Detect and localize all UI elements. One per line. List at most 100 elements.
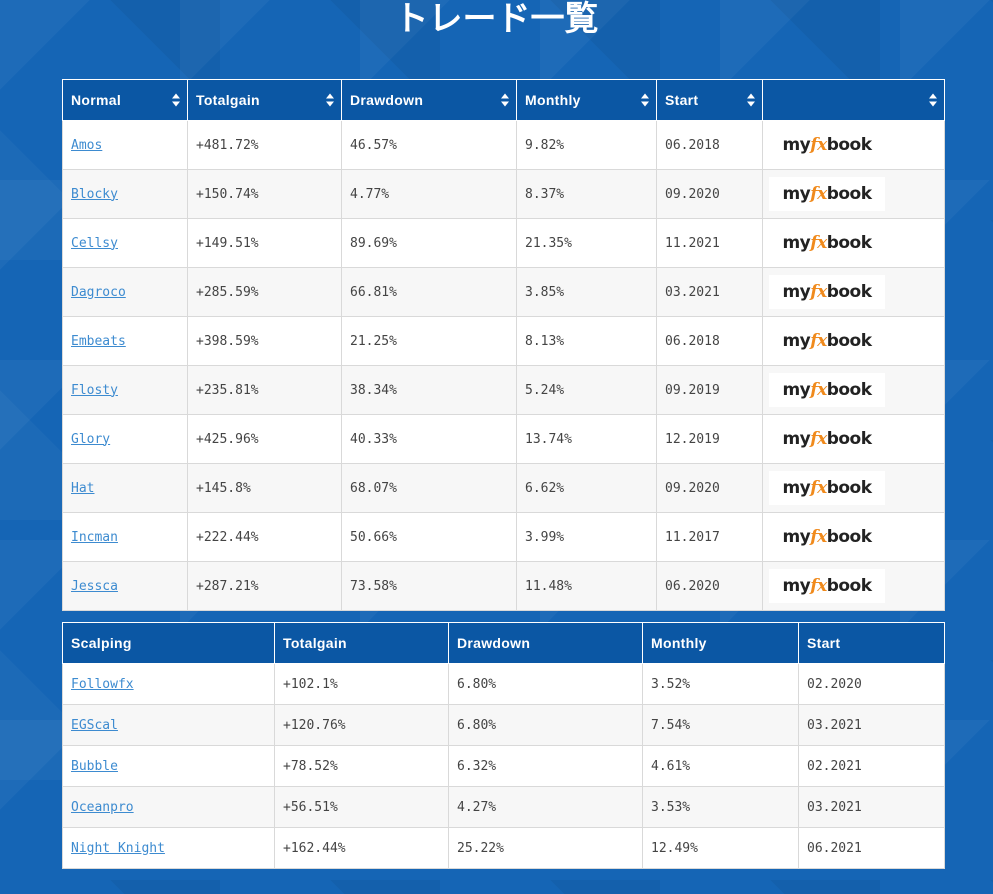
start-cell: 09.2020 — [656, 169, 763, 219]
trader-name-cell: Cellsy — [62, 218, 188, 268]
myfxbook-logo[interactable]: myfxbook — [769, 471, 885, 505]
totalgain-cell: +287.21% — [187, 561, 342, 611]
totalgain-cell: +145.8% — [187, 463, 342, 513]
trader-link[interactable]: Dagroco — [71, 284, 126, 300]
column-header-link[interactable] — [762, 79, 945, 121]
monthly-cell: 11.48% — [516, 561, 657, 611]
column-header-drawdown: Drawdown — [448, 622, 643, 664]
monthly-cell: 6.62% — [516, 463, 657, 513]
drawdown-cell: 50.66% — [341, 512, 517, 562]
start-cell: 06.2018 — [656, 120, 763, 170]
normal-trade-table: Normal Totalgain Drawdown Monthly Start … — [62, 79, 945, 611]
table-row: EGScal +120.76% 6.80% 7.54% 03.2021 — [62, 704, 945, 746]
totalgain-cell: +398.59% — [187, 316, 342, 366]
myfxbook-cell: myfxbook — [762, 414, 945, 464]
trader-link[interactable]: Flosty — [71, 382, 118, 398]
trader-link[interactable]: Glory — [71, 431, 111, 447]
myfxbook-logo[interactable]: myfxbook — [769, 177, 885, 211]
myfxbook-logo[interactable]: myfxbook — [769, 373, 885, 407]
start-cell: 11.2021 — [656, 218, 763, 268]
table-row: Cellsy +149.51% 89.69% 21.35% 11.2021 myfxboo… — [62, 218, 945, 268]
table-row: Flosty +235.81% 38.34% 5.24% 09.2019 myfxbook — [62, 365, 945, 415]
myfxbook-logo[interactable]: myfxbook — [769, 275, 885, 309]
totalgain-cell: +162.44% — [274, 827, 449, 869]
drawdown-cell: 38.34% — [341, 365, 517, 415]
trader-name-cell: Hat — [62, 463, 188, 513]
myfxbook-cell: myfxbook — [762, 316, 945, 366]
monthly-cell: 4.61% — [642, 745, 799, 787]
trader-link[interactable]: Amos — [71, 137, 103, 153]
myfxbook-cell: myfxbook — [762, 218, 945, 268]
column-header-totalgain[interactable]: Totalgain — [187, 79, 342, 121]
drawdown-cell: 66.81% — [341, 267, 517, 317]
monthly-cell: 13.74% — [516, 414, 657, 464]
drawdown-cell: 89.69% — [341, 218, 517, 268]
table-row: Incman +222.44% 50.66% 3.99% 11.2017 myfxbook — [62, 512, 945, 562]
trader-name-cell: Bubble — [62, 745, 275, 787]
trader-name-cell: Jessca — [62, 561, 188, 611]
sort-icon[interactable] — [172, 93, 180, 107]
table-header-row: Scalping Totalgain Drawdown Monthly Star… — [62, 622, 945, 664]
trader-link[interactable]: Incman — [71, 529, 118, 545]
myfxbook-logo[interactable]: myfxbook — [769, 422, 885, 456]
myfxbook-logo[interactable]: myfxbook — [769, 569, 885, 603]
drawdown-cell: 21.25% — [341, 316, 517, 366]
start-cell: 09.2019 — [656, 365, 763, 415]
sort-icon[interactable] — [747, 93, 755, 107]
trader-link[interactable]: Night Knight — [71, 840, 165, 856]
monthly-cell: 3.99% — [516, 512, 657, 562]
table-row: Jessca +287.21% 73.58% 11.48% 06.2020 myfxboo… — [62, 561, 945, 611]
monthly-cell: 5.24% — [516, 365, 657, 415]
scalping-trade-table: Scalping Totalgain Drawdown Monthly Star… — [62, 622, 945, 869]
column-header-normal[interactable]: Normal — [62, 79, 188, 121]
myfxbook-cell: myfxbook — [762, 267, 945, 317]
start-cell: 03.2021 — [798, 704, 945, 746]
start-cell: 11.2017 — [656, 512, 763, 562]
totalgain-cell: +56.51% — [274, 786, 449, 828]
start-cell: 03.2021 — [656, 267, 763, 317]
trader-link[interactable]: Embeats — [71, 333, 126, 349]
start-cell: 06.2020 — [656, 561, 763, 611]
myfxbook-cell: myfxbook — [762, 365, 945, 415]
sort-icon[interactable] — [929, 93, 937, 107]
myfxbook-logo[interactable]: myfxbook — [769, 520, 885, 554]
myfxbook-logo[interactable]: myfxbook — [769, 226, 885, 260]
table-row: Amos +481.72% 46.57% 9.82% 06.2018 myfxbook — [62, 120, 945, 170]
trader-link[interactable]: Oceanpro — [71, 799, 134, 815]
table-row: Embeats +398.59% 21.25% 8.13% 06.2018 myfxboo… — [62, 316, 945, 366]
table-row: Followfx +102.1% 6.80% 3.52% 02.2020 — [62, 663, 945, 705]
sort-icon[interactable] — [501, 93, 509, 107]
trader-link[interactable]: Hat — [71, 480, 95, 496]
myfxbook-cell: myfxbook — [762, 512, 945, 562]
trader-name-cell: Blocky — [62, 169, 188, 219]
column-header-start: Start — [798, 622, 945, 664]
totalgain-cell: +222.44% — [187, 512, 342, 562]
drawdown-cell: 46.57% — [341, 120, 517, 170]
column-header-drawdown[interactable]: Drawdown — [341, 79, 517, 121]
trader-link[interactable]: Jessca — [71, 578, 118, 594]
myfxbook-cell: myfxbook — [762, 561, 945, 611]
totalgain-cell: +150.74% — [187, 169, 342, 219]
monthly-cell: 8.13% — [516, 316, 657, 366]
sort-icon[interactable] — [326, 93, 334, 107]
start-cell: 06.2021 — [798, 827, 945, 869]
trader-name-cell: Glory — [62, 414, 188, 464]
trader-link[interactable]: Blocky — [71, 186, 118, 202]
table-header-row: Normal Totalgain Drawdown Monthly Start — [62, 79, 945, 121]
monthly-cell: 3.85% — [516, 267, 657, 317]
trader-name-cell: Amos — [62, 120, 188, 170]
column-header-monthly[interactable]: Monthly — [516, 79, 657, 121]
sort-icon[interactable] — [641, 93, 649, 107]
myfxbook-logo[interactable]: myfxbook — [769, 324, 885, 358]
trader-link[interactable]: EGScal — [71, 717, 118, 733]
myfxbook-logo[interactable]: myfxbook — [769, 128, 885, 162]
table-row: Dagroco +285.59% 66.81% 3.85% 03.2021 myfxboo… — [62, 267, 945, 317]
start-cell: 02.2021 — [798, 745, 945, 787]
drawdown-cell: 4.77% — [341, 169, 517, 219]
column-header-start[interactable]: Start — [656, 79, 763, 121]
table-row: Night Knight +162.44% 25.22% 12.49% 06.2021 — [62, 827, 945, 869]
trader-link[interactable]: Cellsy — [71, 235, 118, 251]
trader-link[interactable]: Bubble — [71, 758, 118, 774]
totalgain-cell: +235.81% — [187, 365, 342, 415]
trader-link[interactable]: Followfx — [71, 676, 134, 692]
